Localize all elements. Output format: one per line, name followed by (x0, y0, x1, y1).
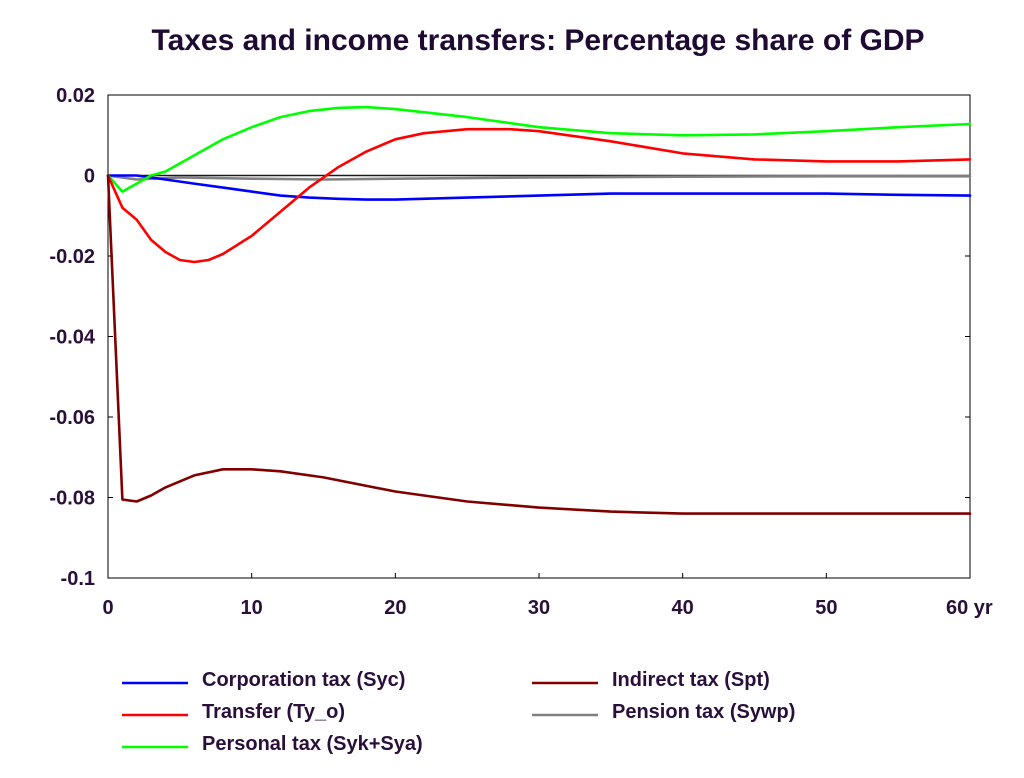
plot-area (107, 94, 971, 579)
y-tick-label: 0.02 (56, 85, 95, 107)
x-tick-label: 30 (528, 597, 550, 619)
series-line-indirect-tax-spt (106, 174, 972, 515)
legend-label: Pension tax (Sywp) (612, 701, 795, 723)
y-tick-label: -0.02 (49, 246, 95, 268)
legend-label: Transfer (Ty_o) (202, 701, 345, 723)
series-line-transfer-ty-o (106, 127, 972, 264)
series-line-corporation-tax-syc (106, 174, 972, 201)
x-tick-label: 20 (384, 597, 406, 619)
legend-label: Personal tax (Syk+Sya) (202, 733, 423, 755)
x-tick-label: 40 (672, 597, 694, 619)
y-axis: 0.02 0 -0.02 -0.04 -0.06 -0.08 -0.1 (49, 85, 970, 590)
y-tick-label: -0.06 (49, 407, 95, 429)
chart-title: Taxes and income transfers: Percentage s… (151, 24, 924, 57)
y-tick-label: -0.08 (49, 488, 95, 510)
x-tick-label: 60 yr (946, 597, 993, 619)
x-axis: 0 10 20 30 40 50 60 yr (102, 573, 993, 619)
series-layer (106, 105, 972, 515)
legend: Corporation tax (Syc) Transfer (Ty_o) Pers… (122, 669, 795, 755)
x-tick-label: 0 (102, 597, 113, 619)
x-tick-label: 10 (241, 597, 263, 619)
legend-label: Indirect tax (Spt) (612, 669, 770, 691)
x-tick-label: 50 (815, 597, 837, 619)
y-tick-label: 0 (84, 166, 95, 188)
legend-label: Corporation tax (Syc) (202, 669, 405, 691)
series-line-personal-tax-syk-sya (106, 105, 972, 193)
y-tick-label: -0.04 (49, 327, 95, 349)
plot-frame (107, 94, 971, 579)
y-tick-label: -0.1 (61, 568, 95, 590)
